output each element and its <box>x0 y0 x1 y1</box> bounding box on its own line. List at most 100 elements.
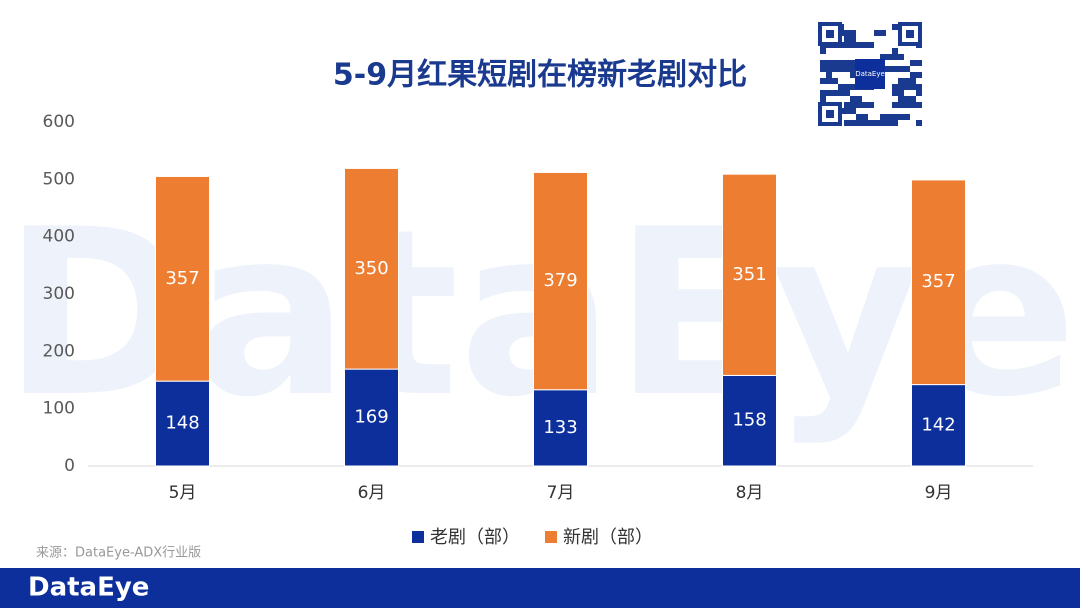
footer-logo: DataEye <box>28 573 149 603</box>
qr-cell <box>844 36 850 42</box>
x-tick-label: 8月 <box>736 483 764 503</box>
qr-cell <box>850 66 856 72</box>
qr-cell <box>916 90 922 96</box>
data-label: 158 <box>732 410 766 431</box>
qr-cell <box>904 84 910 90</box>
legend-label: 新剧（部） <box>563 527 653 548</box>
qr-cell <box>862 120 868 126</box>
qr-cell <box>862 42 868 48</box>
qr-cell <box>844 66 850 72</box>
bar-segment <box>155 175 210 382</box>
qr-cell <box>838 84 844 90</box>
qr-cell <box>844 84 850 90</box>
qr-cell <box>850 102 856 108</box>
qr-cell <box>904 114 910 120</box>
y-tick-label: 500 <box>43 169 75 189</box>
qr-cell <box>850 120 856 126</box>
qr-label: DataEye <box>855 70 885 78</box>
bar-segment <box>911 179 966 386</box>
qr-cell <box>892 48 898 54</box>
qr-cell <box>910 96 916 102</box>
qr-cell <box>832 66 838 72</box>
qr-cell <box>904 96 910 102</box>
qr-cell <box>832 90 838 96</box>
qr-cell <box>838 90 844 96</box>
legend-label: 老剧（部） <box>430 527 520 548</box>
qr-cell <box>850 60 856 66</box>
qr-finder-dot <box>826 110 834 118</box>
qr-finder-dot <box>906 30 914 38</box>
qr-cell <box>826 78 832 84</box>
qr-cell <box>856 96 862 102</box>
qr-cell <box>898 66 904 72</box>
qr-cell <box>844 90 850 96</box>
qr-cell <box>898 54 904 60</box>
qr-cell <box>910 84 916 90</box>
bar-segment <box>155 380 210 467</box>
qr-cell <box>898 78 904 84</box>
y-tick-label: 0 <box>64 456 75 476</box>
qr-cell <box>898 84 904 90</box>
qr-cell <box>832 78 838 84</box>
qr-cell <box>820 90 826 96</box>
qr-cell <box>892 102 898 108</box>
qr-cell <box>916 84 922 90</box>
data-label: 133 <box>543 417 577 438</box>
qr-cell <box>820 60 826 66</box>
qr-cell <box>832 60 838 66</box>
bar-segment <box>533 171 588 391</box>
qr-cell <box>910 60 916 66</box>
data-label: 379 <box>543 270 577 291</box>
footer-bar <box>0 568 1080 608</box>
qr-cell <box>874 120 880 126</box>
qr-cell <box>844 120 850 126</box>
bar-segment <box>722 374 777 467</box>
qr-cell <box>910 78 916 84</box>
qr-cell <box>856 120 862 126</box>
data-label: 357 <box>921 271 955 292</box>
qr-cell <box>850 42 856 48</box>
data-label: 357 <box>165 268 199 289</box>
qr-cell <box>892 24 898 30</box>
legend-swatch <box>545 531 557 543</box>
qr-cell <box>874 30 880 36</box>
qr-cell <box>838 60 844 66</box>
chart-title: 5-9月红果短剧在榜新老剧对比 <box>333 58 747 93</box>
y-tick-label: 100 <box>43 399 75 419</box>
qr-cell <box>892 84 898 90</box>
y-tick-label: 200 <box>43 341 75 361</box>
qr-cell <box>868 42 874 48</box>
source-note: 来源：DataEye-ADX行业版 <box>36 546 201 561</box>
qr-cell <box>820 78 826 84</box>
qr-cell <box>904 66 910 72</box>
data-label: 142 <box>921 414 955 435</box>
qr-cell <box>856 42 862 48</box>
data-label: 351 <box>732 264 766 285</box>
qr-cell <box>898 102 904 108</box>
qr-cell <box>844 108 850 114</box>
y-tick-label: 300 <box>43 284 75 304</box>
qr-cell <box>916 102 922 108</box>
qr-cell <box>880 54 886 60</box>
qr-cell <box>850 84 856 90</box>
qr-cell <box>916 120 922 126</box>
qr-cell <box>862 102 868 108</box>
bar-segment <box>533 389 588 467</box>
qr-cell <box>904 102 910 108</box>
qr-cell <box>886 114 892 120</box>
qr-cell <box>850 108 856 114</box>
qr-cell <box>880 120 886 126</box>
qr-cell <box>862 114 868 120</box>
qr-cell <box>820 96 826 102</box>
qr-cell <box>904 78 910 84</box>
qr-cell <box>844 60 850 66</box>
qr-finder-dot <box>826 30 834 38</box>
qr-cell <box>850 36 856 42</box>
x-tick-label: 9月 <box>925 483 953 503</box>
qr-cell <box>820 48 826 54</box>
x-tick-label: 6月 <box>358 483 386 503</box>
qr-cell <box>856 102 862 108</box>
qr-cell <box>844 30 850 36</box>
qr-cell <box>898 90 904 96</box>
y-tick-label: 600 <box>43 112 75 132</box>
